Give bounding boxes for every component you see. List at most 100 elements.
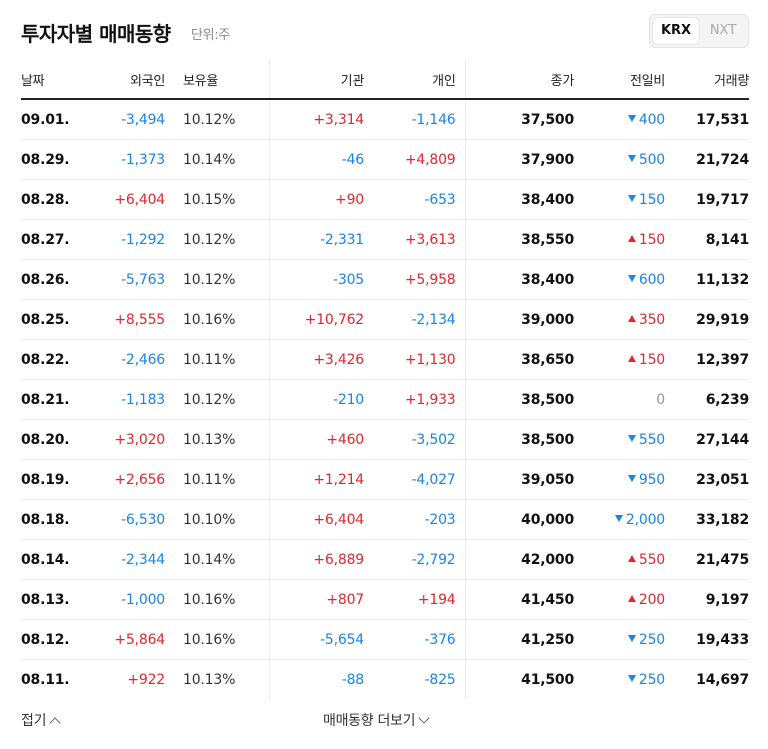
cell-individual: +1,130 (373, 339, 466, 380)
cell-close: 41,450 (465, 579, 574, 620)
cell-holding: 10.12% (174, 99, 270, 140)
change-value: 550 (638, 431, 665, 448)
cell-close: 42,000 (465, 539, 574, 580)
cell-close: 37,500 (465, 99, 574, 140)
cell-change: 350 (574, 299, 665, 340)
cell-holding: 10.14% (174, 139, 270, 180)
triangle-down-icon (627, 434, 636, 442)
cell-individual: -1,146 (373, 99, 466, 140)
cell-change: 550 (574, 539, 665, 580)
cell-foreign: +3,020 (93, 419, 174, 460)
col-close-header: 종가 (465, 60, 574, 100)
cell-holding: 10.12% (174, 219, 270, 260)
change-value: 400 (638, 111, 665, 128)
cell-institution: +3,426 (269, 339, 373, 380)
unit-label: 단위:주 (191, 28, 231, 43)
fold-label: 접기 (21, 713, 47, 729)
triangle-down-icon (627, 114, 636, 122)
cell-change: 250 (574, 619, 665, 660)
cell-individual: -2,134 (373, 299, 466, 340)
table-row: 08.22. -2,466 10.11% +3,426 +1,130 38,650 150 1… (21, 339, 749, 380)
change-value: 950 (638, 471, 665, 488)
cell-change: 0 (574, 379, 665, 420)
more-trades-button[interactable]: 매매동향 더보기 (323, 710, 430, 730)
table-row: 08.28. +6,404 10.15% +90 -653 38,400 150 19,717 (21, 179, 749, 220)
cell-institution: +10,762 (269, 299, 373, 340)
cell-change: 950 (574, 459, 665, 500)
cell-foreign: -1,000 (93, 579, 174, 620)
col-individual-header: 개인 (373, 60, 466, 100)
exchange-nxt-button[interactable]: NXT (709, 23, 737, 38)
triangle-up-icon (627, 354, 636, 362)
table-row: 09.01. -3,494 10.12% +3,314 -1,146 37,500 400 1… (21, 99, 749, 140)
cell-foreign: -1,183 (93, 379, 174, 420)
triangle-up-icon (627, 594, 636, 602)
table-row: 08.19. +2,656 10.11% +1,214 -4,027 39,050 950 2… (21, 459, 749, 500)
cell-foreign: +6,404 (93, 179, 174, 220)
cell-foreign: +5,864 (93, 619, 174, 660)
cell-volume: 21,475 (665, 539, 749, 580)
cell-individual: +5,958 (373, 259, 466, 300)
cell-close: 38,650 (465, 339, 574, 380)
cell-volume: 19,717 (665, 179, 749, 220)
cell-close: 38,550 (465, 219, 574, 260)
table-row: 08.26. -5,763 10.12% -305 +5,958 38,400 600 11,… (21, 259, 749, 300)
cell-change: 550 (574, 419, 665, 460)
cell-foreign: -6,530 (93, 499, 174, 540)
cell-date: 08.27. (21, 219, 93, 260)
cell-volume: 6,239 (665, 379, 749, 420)
cell-change: 150 (574, 219, 665, 260)
cell-foreign: -5,763 (93, 259, 174, 300)
cell-volume: 23,051 (665, 459, 749, 500)
cell-volume: 27,144 (665, 419, 749, 460)
cell-date: 08.13. (21, 579, 93, 620)
cell-institution: +460 (269, 419, 373, 460)
cell-foreign: -1,292 (93, 219, 174, 260)
table-row: 08.29. -1,373 10.14% -46 +4,809 37,900 500 21,7… (21, 139, 749, 180)
triangle-up-icon (627, 234, 636, 242)
exchange-toggle: KRX NXT (649, 14, 749, 48)
cell-institution: +90 (269, 179, 373, 220)
fold-button[interactable]: 접기 (21, 710, 61, 730)
col-foreign-header: 외국인 (93, 60, 174, 100)
cell-close: 39,000 (465, 299, 574, 340)
cell-date: 08.25. (21, 299, 93, 340)
cell-foreign: -2,466 (93, 339, 174, 380)
cell-date: 08.22. (21, 339, 93, 380)
cell-holding: 10.11% (174, 459, 270, 500)
cell-date: 08.29. (21, 139, 93, 180)
cell-volume: 12,397 (665, 339, 749, 380)
change-value: 250 (638, 671, 665, 688)
cell-institution: +807 (269, 579, 373, 620)
cell-institution: +6,404 (269, 499, 373, 540)
cell-change: 150 (574, 179, 665, 220)
cell-date: 08.11. (21, 671, 70, 688)
change-value: 200 (638, 591, 665, 608)
cell-close: 38,500 (465, 419, 574, 460)
cell-change: 2,000 (574, 499, 665, 540)
cell-individual: -4,027 (373, 459, 466, 500)
cell-volume: 17,531 (665, 99, 749, 140)
cell-date: 09.01. (21, 99, 93, 140)
cell-holding: 10.12% (174, 379, 270, 420)
cell-individual: -376 (373, 619, 466, 660)
col-date-header: 날짜 (21, 60, 93, 100)
cell-individual: -203 (373, 499, 466, 540)
cell-individual: -653 (373, 179, 466, 220)
cell-close: 41,250 (465, 619, 574, 660)
exchange-krx-button[interactable]: KRX (653, 18, 699, 44)
cell-close: 40,000 (465, 499, 574, 540)
change-value: 600 (638, 271, 665, 288)
change-value: 2,000 (625, 511, 665, 528)
cell-holding: 10.16% (174, 299, 270, 340)
table-footer: 접기 매매동향 더보기 (21, 710, 749, 734)
cell-volume: 21,724 (665, 139, 749, 180)
triangle-down-icon (627, 194, 636, 202)
cell-individual: +194 (373, 579, 466, 620)
change-value: 500 (638, 151, 665, 168)
triangle-up-icon (627, 314, 636, 322)
cell-change: 500 (574, 139, 665, 180)
table-header-row: 날짜 외국인 보유율 기관 개인 종가 전일비 거래량 (21, 60, 749, 100)
cell-individual: +3,613 (373, 219, 466, 260)
col-change-header: 전일비 (574, 60, 665, 100)
